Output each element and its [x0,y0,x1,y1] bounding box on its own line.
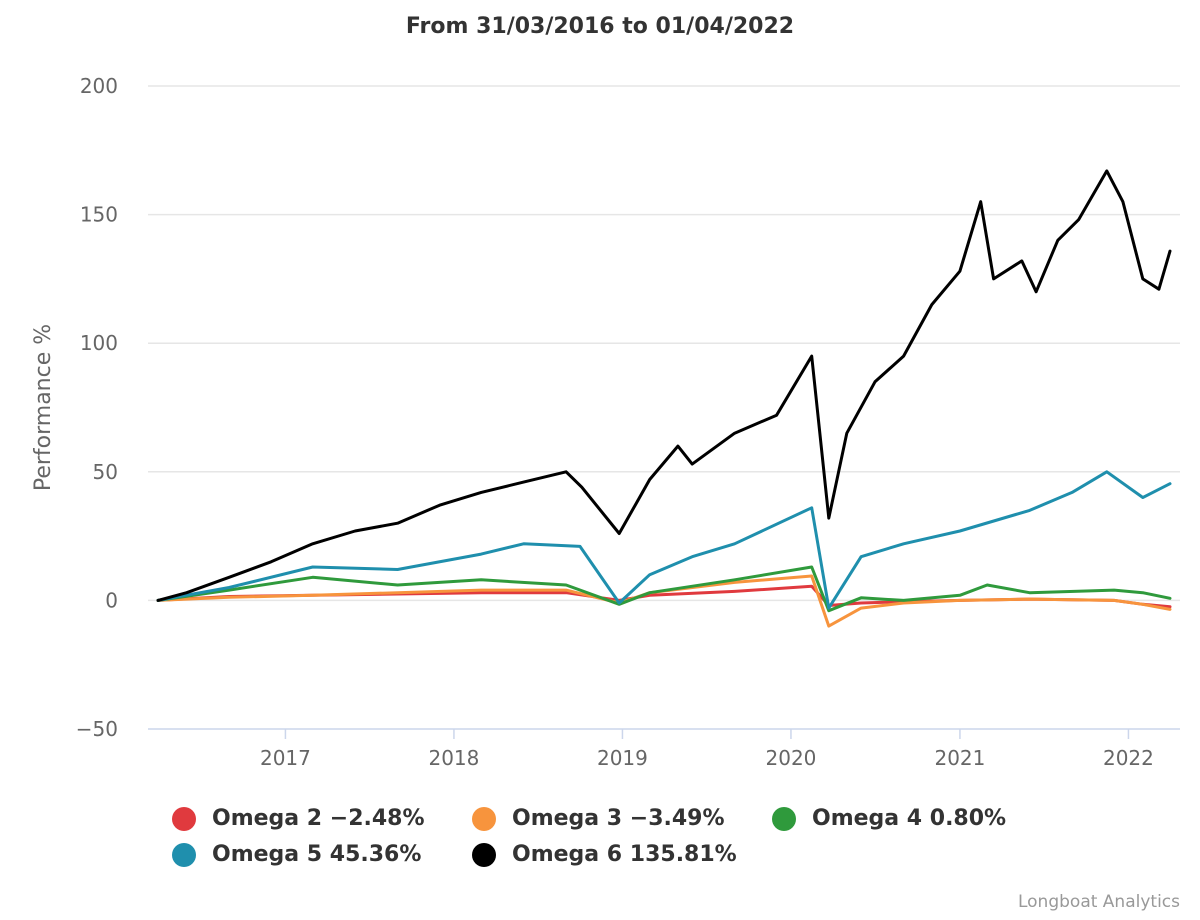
x-tick-label: 2022 [1103,746,1154,770]
x-tick-label: 2018 [428,746,479,770]
grid-layer [148,85,1180,730]
credits-label: Longboat Analytics [1017,892,1180,912]
y-axis-title: Performance % [31,324,56,491]
x-tick-label: 2020 [766,746,817,770]
legend-item-omega-2[interactable]: Omega 2 −2.48% [172,806,425,831]
y-tick-label: 0 [105,588,118,612]
legend-item-omega-4[interactable]: Omega 4 0.80% [772,806,1006,831]
legend-swatch [172,842,196,867]
legend-label: Omega 6 135.81% [512,842,737,867]
legend-item-omega-3[interactable]: Omega 3 −3.49% [472,806,725,831]
x-tick-label: 2021 [934,746,985,770]
legend-swatch [472,842,496,867]
y-tick-label: 100 [80,331,118,355]
y-tick-label: 50 [93,460,118,484]
legend-swatch [772,806,796,831]
legend-swatch [172,806,196,831]
x-tick-label: 2019 [597,746,648,770]
legend-item-omega-5[interactable]: Omega 5 45.36% [172,842,421,867]
x-tick-label: 2017 [260,746,311,770]
y-tick-label: 200 [80,74,118,98]
legend-label: Omega 4 0.80% [812,806,1007,831]
series-layer [156,169,1172,628]
legend-label: Omega 2 −2.48% [212,806,425,831]
legend-item-omega-6[interactable]: Omega 6 135.81% [472,842,737,867]
series-line-omega-4[interactable] [156,565,1172,613]
y-tick-label: 150 [80,203,118,227]
chart-title: From 31/03/2016 to 01/04/2022 [405,14,795,39]
series-line-omega-6[interactable] [156,169,1172,602]
axis-layer: 200 150 100 50 0 −50 2017 2018 2019 2020 2021 2022 P… [31,74,1154,770]
chart-plot: 200 150 100 50 0 −50 2017 2018 2019 2020 2021 2022 P… [31,74,1180,770]
legend-label: Omega 5 45.36% [212,842,422,867]
y-tick-label: −50 [76,717,118,741]
series-line-omega-5[interactable] [156,470,1172,610]
series-line-omega-3[interactable] [156,574,1172,628]
legend-swatch [472,806,496,831]
legend-label: Omega 3 −3.49% [512,806,725,831]
